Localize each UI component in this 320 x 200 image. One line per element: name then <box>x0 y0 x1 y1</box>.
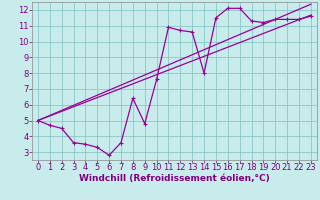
X-axis label: Windchill (Refroidissement éolien,°C): Windchill (Refroidissement éolien,°C) <box>79 174 270 183</box>
